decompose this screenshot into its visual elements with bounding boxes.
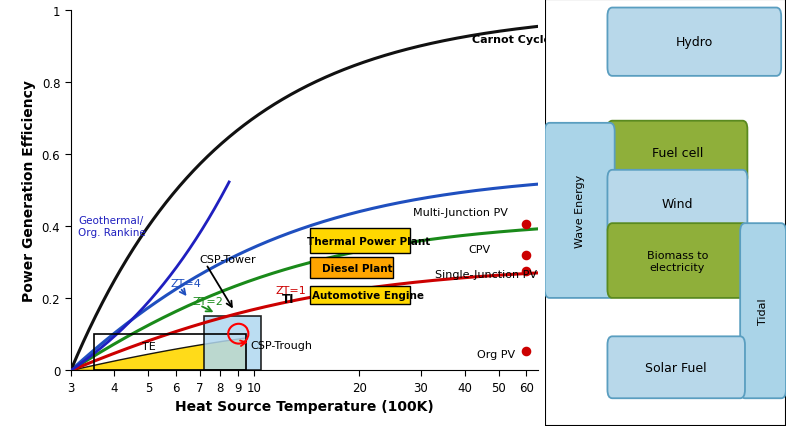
Polygon shape [71,338,246,371]
Bar [204,317,261,371]
Text: TE: TE [142,341,156,351]
FancyBboxPatch shape [545,124,615,298]
Text: Org PV: Org PV [477,349,516,359]
Point [520,222,533,228]
Text: Wave Energy: Wave Energy [575,174,585,248]
Text: Automotive Engine: Automotive Engine [312,290,424,300]
Text: CPV: CPV [468,245,490,255]
Text: Fuel cell: Fuel cell [652,147,703,160]
Point [520,252,533,259]
Text: Hydro: Hydro [676,36,713,49]
FancyBboxPatch shape [608,121,747,185]
Bar [310,228,410,253]
Bar [310,257,393,279]
Text: Multi-Junction PV: Multi-Junction PV [413,208,508,218]
Text: ZT=4: ZT=4 [171,278,202,288]
Text: Wind: Wind [662,197,693,210]
Text: Thermal Power Plant: Thermal Power Plant [307,236,430,246]
Text: Diesel Plant: Diesel Plant [322,263,392,273]
Text: ZT=1: ZT=1 [275,285,306,295]
FancyBboxPatch shape [740,224,786,398]
FancyBboxPatch shape [608,337,745,398]
FancyBboxPatch shape [608,224,747,298]
X-axis label: Heat Source Temperature (100K): Heat Source Temperature (100K) [175,400,434,414]
Text: TI: TI [281,292,294,305]
Text: Geothermal/
Org. Rankine: Geothermal/ Org. Rankine [78,216,146,237]
Bar [94,335,246,371]
FancyBboxPatch shape [608,9,781,77]
Text: Tidal: Tidal [758,298,768,324]
Y-axis label: Power Generation Efficiency: Power Generation Efficiency [22,80,36,301]
Text: Solar Fuel: Solar Fuel [645,361,707,374]
Text: CSP-Trough: CSP-Trough [251,340,313,350]
Text: CSP-Tower: CSP-Tower [200,255,256,265]
Text: Carnot Cycle: Carnot Cycle [472,35,551,45]
Text: ZT=2: ZT=2 [193,296,224,306]
Point [520,268,533,275]
FancyBboxPatch shape [608,170,747,236]
Point [520,348,533,354]
Text: Single-Junction PV: Single-Junction PV [435,270,538,280]
Text: Biomass to
electricity: Biomass to electricity [647,250,708,272]
Bar [310,286,410,304]
